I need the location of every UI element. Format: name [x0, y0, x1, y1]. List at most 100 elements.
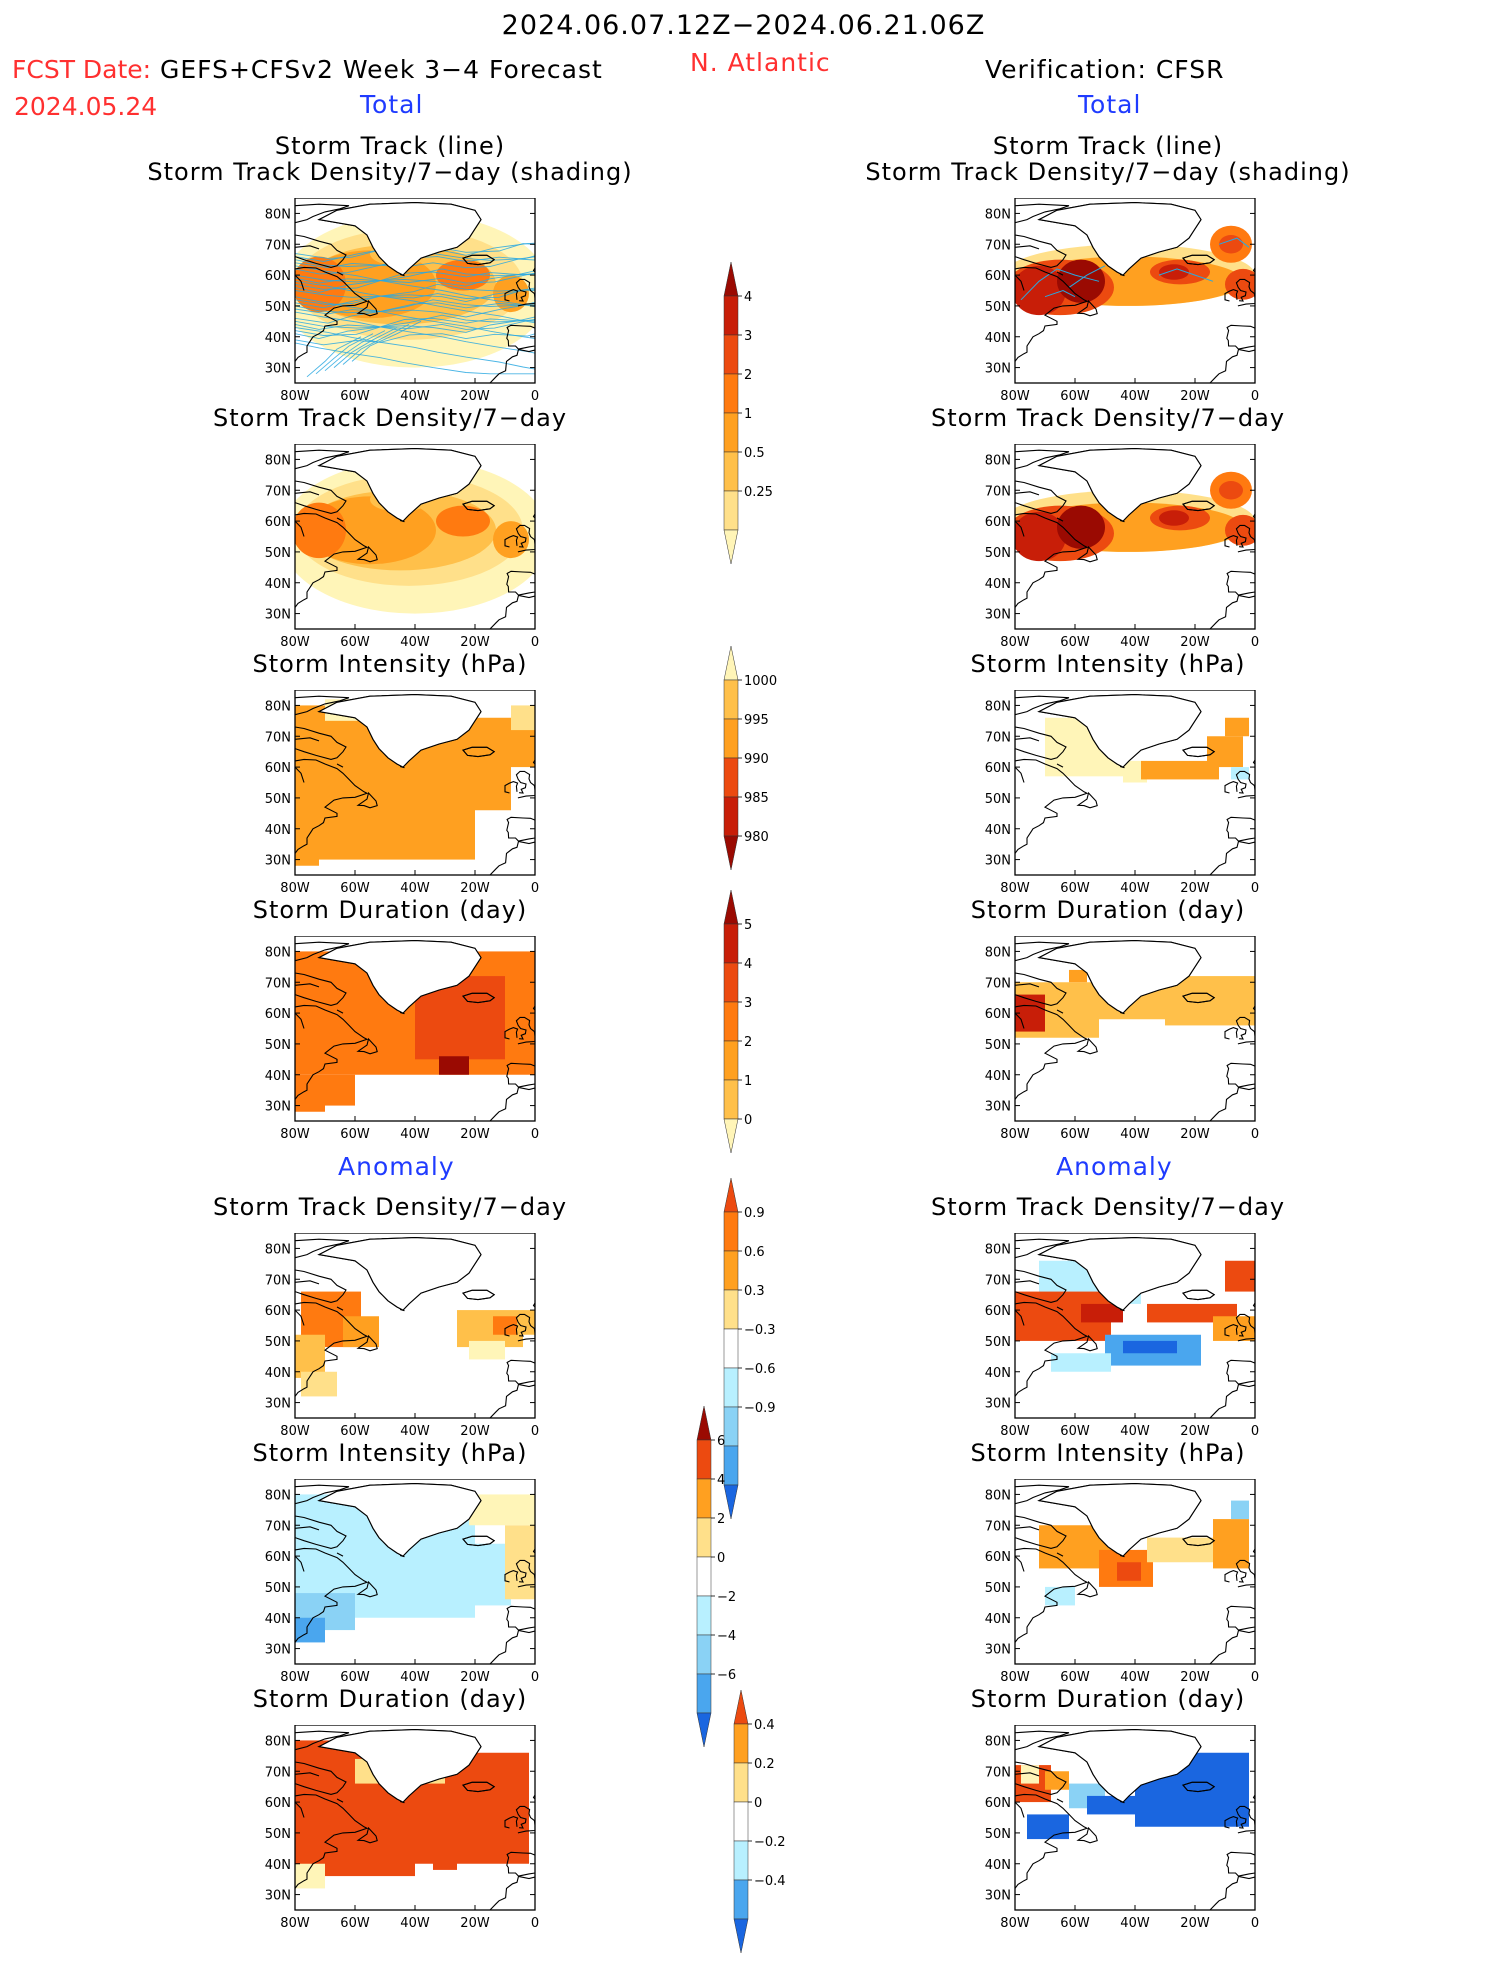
lat-tick-label: 40N — [985, 577, 1011, 592]
colorbar-tick-label: 0.3 — [744, 1284, 765, 1299]
lon-tick-label: 80W — [1000, 881, 1030, 896]
map-track-total-verification: 80N 70N 60N 50N 40N 30N 80W 60W 40W 20W 0 — [975, 197, 1265, 422]
map-track-total-forecast: 80N 70N 60N 50N 40N 30N 80W 60W 40W 20W 0 — [255, 197, 545, 422]
verification-label: Verification: CFSR — [985, 55, 1225, 84]
forecast-model: GEFS+CFSv2 Week 3−4 Forecast — [160, 55, 603, 84]
lat-tick-label: 40N — [265, 1069, 291, 1084]
lat-tick-label: 30N — [265, 362, 291, 377]
colorbar-tick-label: 4 — [717, 1473, 725, 1488]
colorbar-duration-anomaly: 0.4 0.2 0 −0.2 −0.4 — [730, 1689, 800, 1967]
lat-tick-label: 50N — [265, 1827, 291, 1842]
lat-tick-label: 60N — [265, 515, 291, 530]
lat-tick-label: 80N — [265, 699, 291, 714]
map-density-anomaly-verification: 80N 70N 60N 50N 40N 30N 80W 60W 40W 20W 0 — [975, 1232, 1265, 1457]
lon-tick-label: 20W — [1180, 881, 1210, 896]
lat-tick-label: 70N — [265, 1273, 291, 1288]
title-density-anom-left: Storm Track Density/7−day — [212, 1193, 568, 1221]
lon-tick-label: 60W — [1060, 1127, 1090, 1142]
lon-tick-label: 20W — [460, 635, 490, 650]
coastline-layer — [295, 1483, 535, 1664]
lat-tick-label: 40N — [265, 577, 291, 592]
title-intensity-anom-left: Storm Intensity (hPa) — [252, 1439, 528, 1467]
lat-tick-label: 70N — [985, 238, 1011, 253]
lon-tick-label: 0 — [1251, 881, 1259, 896]
title-duration-anom-left: Storm Duration (day) — [252, 1685, 528, 1713]
map-density-total-forecast: 80N 70N 60N 50N 40N 30N 80W 60W 40W 20W 0 — [255, 443, 545, 668]
colorbar-svg: 0.4 0.2 0 −0.2 −0.4 — [733, 1689, 786, 1954]
lon-tick-label: 40W — [400, 1424, 430, 1439]
lat-tick-label: 60N — [265, 761, 291, 776]
lon-tick-label: 0 — [531, 1670, 539, 1685]
colorbar-duration-total: 5 4 3 2 1 0 — [720, 889, 790, 1167]
map-svg: 80N 70N 60N 50N 40N 30N 80W 60W 40W 20W 0 — [265, 1232, 539, 1439]
colorbar-tick-label: 4 — [744, 290, 752, 305]
colorbar-tick-label: 2 — [744, 368, 752, 383]
colorbar-tick-label: 0.25 — [744, 485, 773, 500]
lon-tick-label: 60W — [340, 1916, 370, 1931]
lat-tick-label: 50N — [985, 1038, 1011, 1053]
lat-tick-label: 30N — [985, 1100, 1011, 1115]
lon-tick-label: 80W — [1000, 1916, 1030, 1931]
colorbar-tick-label: −2 — [717, 1590, 736, 1605]
lon-tick-label: 0 — [1251, 635, 1259, 650]
lat-tick-label: 70N — [265, 1519, 291, 1534]
map-svg: 80N 70N 60N 50N 40N 30N 80W 60W 40W 20W 0 — [265, 443, 539, 650]
lon-tick-label: 40W — [400, 1127, 430, 1142]
title-intensity-right: Storm Intensity (hPa) — [970, 650, 1246, 678]
lat-tick-label: 60N — [985, 1796, 1011, 1811]
lat-tick-label: 50N — [265, 300, 291, 315]
lon-tick-label: 80W — [1000, 389, 1030, 404]
lon-tick-label: 20W — [1180, 1424, 1210, 1439]
colorbar-tick-label: 5 — [744, 918, 752, 933]
lat-tick-label: 40N — [985, 1612, 1011, 1627]
lat-tick-label: 50N — [985, 546, 1011, 561]
lat-tick-label: 70N — [985, 1765, 1011, 1780]
lat-tick-label: 80N — [985, 453, 1011, 468]
colorbar-svg: 5 4 3 2 1 0 — [723, 889, 752, 1154]
lat-tick-label: 60N — [985, 1304, 1011, 1319]
colorbar-tick-label: −0.4 — [754, 1874, 786, 1889]
lon-tick-label: 60W — [340, 635, 370, 650]
colorbar-tick-label: 1 — [744, 407, 752, 422]
lat-tick-label: 50N — [265, 546, 291, 561]
title-intensity-anom-right: Storm Intensity (hPa) — [970, 1439, 1246, 1467]
lon-tick-label: 40W — [1120, 1670, 1150, 1685]
lat-tick-label: 30N — [985, 1397, 1011, 1412]
colorbar-intensity-total: 1000 995 990 985 980 — [720, 645, 790, 884]
lon-tick-label: 80W — [1000, 1424, 1030, 1439]
title-density-left: Storm Track Density/7−day — [212, 404, 568, 432]
lat-tick-label: 50N — [265, 1335, 291, 1350]
lon-tick-label: 60W — [340, 389, 370, 404]
shading-layer — [1015, 471, 1255, 562]
map-duration-anomaly-forecast: 80N 70N 60N 50N 40N 30N 80W 60W 40W 20W 0 — [255, 1724, 545, 1949]
coastline-layer — [295, 1237, 535, 1418]
lat-tick-label: 80N — [985, 1242, 1011, 1257]
fcst-date: 2024.05.24 — [14, 92, 158, 121]
coastline-layer — [1015, 448, 1255, 629]
lat-tick-label: 50N — [985, 792, 1011, 807]
lat-tick-label: 40N — [265, 331, 291, 346]
lat-tick-label: 40N — [985, 1858, 1011, 1873]
lon-tick-label: 40W — [400, 881, 430, 896]
lon-tick-label: 0 — [1251, 1670, 1259, 1685]
map-intensity-total-verification: 80N 70N 60N 50N 40N 30N 80W 60W 40W 20W 0 — [975, 689, 1265, 914]
colorbar-tick-label: 2 — [717, 1512, 725, 1527]
lon-tick-label: 40W — [400, 389, 430, 404]
map-duration-total-forecast: 80N 70N 60N 50N 40N 30N 80W 60W 40W 20W 0 — [255, 935, 545, 1160]
colorbar-density-anomaly: 0.9 0.6 0.3 −0.3 −0.6 −0.9 — [720, 1177, 790, 1533]
lon-tick-label: 60W — [1060, 1424, 1090, 1439]
lon-tick-label: 20W — [460, 1916, 490, 1931]
map-svg: 80N 70N 60N 50N 40N 30N 80W 60W 40W 20W 0 — [265, 1478, 539, 1685]
lat-tick-label: 60N — [985, 269, 1011, 284]
total-heading-left: Total — [360, 90, 424, 119]
lon-tick-label: 60W — [1060, 635, 1090, 650]
colorbar-tick-label: 0.6 — [744, 1245, 765, 1260]
title-duration-right: Storm Duration (day) — [970, 896, 1246, 924]
lat-tick-label: 50N — [985, 300, 1011, 315]
lat-tick-label: 60N — [265, 269, 291, 284]
lon-tick-label: 60W — [340, 1424, 370, 1439]
lat-tick-label: 60N — [265, 1304, 291, 1319]
colorbar-tick-label: −0.9 — [744, 1401, 776, 1416]
lon-tick-label: 80W — [1000, 1670, 1030, 1685]
map-svg: 80N 70N 60N 50N 40N 30N 80W 60W 40W 20W 0 — [265, 197, 539, 404]
